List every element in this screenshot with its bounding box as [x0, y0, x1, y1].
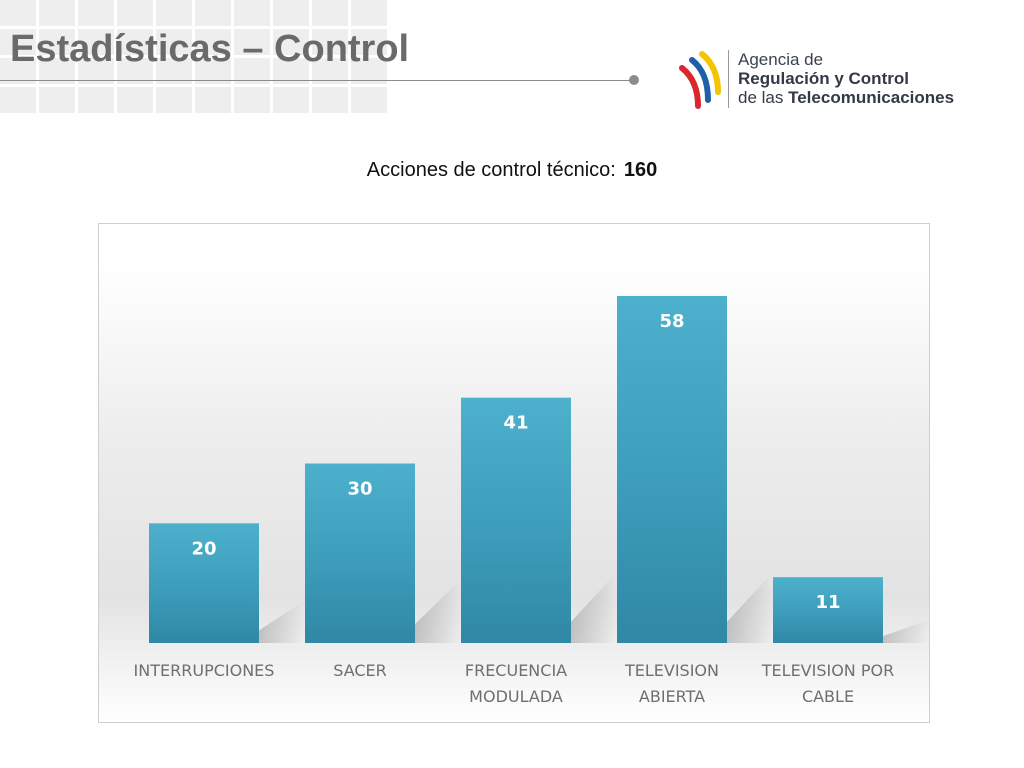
logo-text: Agencia de Regulación y Control de las T… — [738, 50, 954, 107]
decorative-tile — [351, 87, 387, 113]
bar-data-label: 11 — [815, 592, 840, 613]
decorative-tile — [312, 0, 348, 26]
bar-shadow — [571, 573, 616, 643]
decorative-tile — [351, 58, 387, 84]
decorative-tile — [39, 29, 75, 55]
decorative-tile — [78, 58, 114, 84]
decorative-grid — [0, 0, 387, 113]
decorative-tile — [195, 29, 231, 55]
chart-frame: 20 INTERRUPCIONES 30 SACER 41 FRECUENCIA MODUL… — [98, 223, 930, 723]
category-label: ABIERTA — [639, 687, 705, 706]
bar — [149, 523, 259, 643]
decorative-tile — [39, 87, 75, 113]
logo-stripes-icon — [679, 51, 721, 109]
decorative-tile — [39, 0, 75, 26]
decorative-tile — [156, 58, 192, 84]
bar — [305, 463, 415, 643]
decorative-tile — [156, 29, 192, 55]
decorative-tile — [234, 58, 270, 84]
logo-divider — [728, 50, 729, 108]
bar-data-label: 30 — [347, 479, 372, 500]
category-label: SACER — [333, 661, 387, 680]
logo-line-2: Regulación y Control — [738, 69, 909, 88]
decorative-tile — [234, 29, 270, 55]
decorative-tile — [117, 29, 153, 55]
decorative-tile — [312, 29, 348, 55]
decorative-tile — [0, 0, 36, 26]
decorative-tile — [273, 29, 309, 55]
decorative-tile — [156, 87, 192, 113]
logo-line-3-prefix: de las — [738, 88, 784, 107]
decorative-tile — [117, 87, 153, 113]
title-underline-dot — [629, 75, 639, 85]
category-label: TELEVISION POR — [761, 661, 894, 680]
logo-line-3-strong: Telecomunicaciones — [788, 88, 955, 107]
decorative-tile — [0, 29, 36, 55]
category-label: FRECUENCIA — [465, 661, 567, 680]
category-label: TELEVISION — [624, 661, 719, 680]
category-label: CABLE — [802, 687, 854, 706]
decorative-tile — [0, 58, 36, 84]
decorative-tile — [351, 0, 387, 26]
title-underline — [0, 80, 632, 81]
decorative-tile — [195, 58, 231, 84]
category-label: MODULADA — [469, 687, 563, 706]
decorative-tile — [273, 87, 309, 113]
decorative-tile — [273, 0, 309, 26]
decorative-tile — [234, 0, 270, 26]
bar-shadow — [727, 573, 772, 643]
bar-shadow — [415, 580, 460, 643]
decorative-tile — [273, 58, 309, 84]
decorative-tile — [195, 0, 231, 26]
slide-title: Estadísticas – Control — [10, 28, 410, 70]
decorative-tile — [78, 87, 114, 113]
bar-data-label: 41 — [503, 413, 528, 434]
bar-data-label: 20 — [191, 538, 216, 559]
decorative-tile — [312, 58, 348, 84]
decorative-tile — [156, 0, 192, 26]
decorative-tile — [117, 0, 153, 26]
total-actions-label: Acciones de control técnico: — [366, 159, 616, 181]
bar-data-label: 58 — [659, 311, 684, 332]
decorative-tile — [195, 87, 231, 113]
bar — [617, 295, 727, 643]
decorative-tile — [39, 58, 75, 84]
decorative-tile — [0, 87, 36, 113]
logo-line-1: Agencia de — [738, 50, 824, 69]
logo-line-3: de las Telecomunicaciones — [738, 88, 954, 107]
bar — [461, 397, 571, 643]
decorative-tile — [117, 58, 153, 84]
bar-chart: 20 INTERRUPCIONES 30 SACER 41 FRECUENCIA MODUL… — [134, 295, 928, 706]
decorative-tile — [78, 29, 114, 55]
total-actions-line: Acciones de control técnico: 160 — [0, 159, 1024, 182]
bar-shadow — [259, 601, 304, 643]
bar — [773, 577, 883, 643]
decorative-tile — [312, 87, 348, 113]
decorative-tile — [234, 87, 270, 113]
category-label: INTERRUPCIONES — [134, 661, 275, 680]
decorative-tile — [78, 0, 114, 26]
decorative-tile — [351, 29, 387, 55]
bar-shadow — [883, 619, 928, 643]
total-actions-value: 160 — [623, 159, 658, 181]
agency-logo: Agencia de Regulación y Control de las T… — [678, 48, 1008, 112]
